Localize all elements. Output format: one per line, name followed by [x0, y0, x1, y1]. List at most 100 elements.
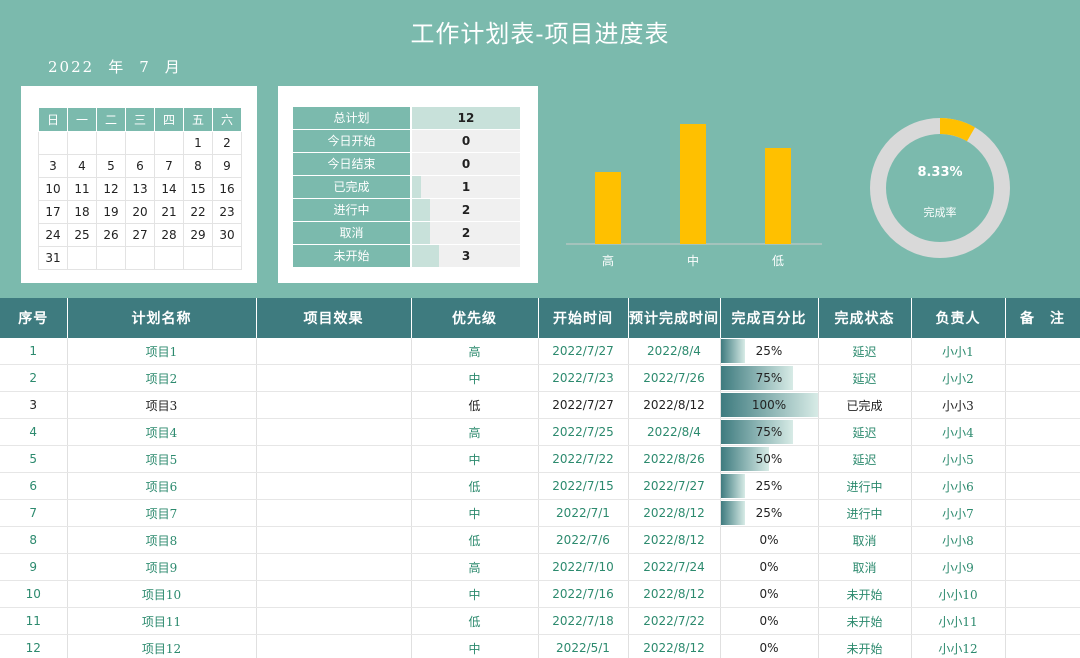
calendar-day[interactable]: 17 — [38, 200, 68, 224]
calendar-day[interactable]: 5 — [96, 154, 126, 178]
calendar-day[interactable]: 25 — [67, 223, 97, 247]
donut-center-value: 8.33% — [917, 165, 962, 180]
cell-end: 2022/8/26 — [628, 445, 721, 474]
bar-mark — [680, 124, 706, 244]
cell-note[interactable] — [1005, 364, 1080, 393]
cell-percent: 0% — [720, 553, 819, 582]
calendar-day[interactable]: 3 — [38, 154, 68, 178]
calendar-day[interactable]: 2 — [212, 131, 242, 155]
cell-owner: 小小5 — [911, 445, 1006, 474]
calendar-day[interactable]: 10 — [38, 177, 68, 201]
table-row[interactable]: 3 项目3 低 2022/7/27 2022/8/12 100% 已完成 小小3 — [0, 391, 1080, 420]
table-row[interactable]: 7 项目7 中 2022/7/1 2022/8/12 25% 进行中 小小7 — [0, 499, 1080, 528]
table-row[interactable]: 2 项目2 中 2022/7/23 2022/7/26 75% 延迟 小小2 — [0, 364, 1080, 393]
cell-note[interactable] — [1005, 499, 1080, 528]
completion-donut-chart: 8.33% 完成率 — [870, 118, 1010, 258]
cell-plan-name: 项目4 — [67, 418, 257, 447]
percent-bar-wrap: 100% — [720, 392, 817, 418]
cell-effect — [256, 472, 412, 501]
table-row[interactable]: 4 项目4 高 2022/7/25 2022/8/4 75% 延迟 小小4 — [0, 418, 1080, 447]
calendar-day[interactable]: 9 — [212, 154, 242, 178]
calendar-day[interactable]: 14 — [154, 177, 184, 201]
cell-priority: 中 — [411, 580, 539, 609]
cell-owner: 小小7 — [911, 499, 1006, 528]
cell-note[interactable] — [1005, 553, 1080, 582]
cell-plan-name: 项目12 — [67, 634, 257, 658]
percent-text: 25% — [755, 479, 783, 494]
percent-bar-wrap: 25% — [720, 473, 818, 499]
calendar-day[interactable]: 30 — [212, 223, 242, 247]
calendar-day[interactable]: 27 — [125, 223, 155, 247]
calendar-day[interactable]: 12 — [96, 177, 126, 201]
cell-note[interactable] — [1005, 607, 1080, 636]
cell-note[interactable] — [1005, 418, 1080, 447]
cell-note[interactable] — [1005, 391, 1080, 420]
percent-text: 0% — [759, 560, 779, 575]
calendar-day[interactable]: 23 — [212, 200, 242, 224]
calendar-day[interactable]: 13 — [125, 177, 155, 201]
calendar-day — [125, 131, 155, 155]
table-row[interactable]: 10 项目10 中 2022/7/16 2022/8/12 0% 未开始 小小10 — [0, 580, 1080, 609]
cell-end: 2022/8/12 — [628, 499, 721, 528]
calendar-weekday: 一 — [67, 107, 97, 132]
summary-value: 0 — [461, 157, 471, 171]
calendar-day[interactable]: 16 — [212, 177, 242, 201]
table-row[interactable]: 11 项目11 低 2022/7/18 2022/7/22 0% 未开始 小小11 — [0, 607, 1080, 636]
calendar-day[interactable]: 11 — [67, 177, 97, 201]
calendar-day[interactable]: 15 — [183, 177, 213, 201]
bar-category-label: 低 — [772, 254, 784, 268]
calendar-day[interactable]: 21 — [154, 200, 184, 224]
cell-note[interactable] — [1005, 580, 1080, 609]
percent-bar-wrap: 0% — [721, 608, 818, 634]
calendar-day[interactable]: 6 — [125, 154, 155, 178]
cell-note[interactable] — [1005, 526, 1080, 555]
calendar-day[interactable]: 8 — [183, 154, 213, 178]
calendar-day[interactable]: 29 — [183, 223, 213, 247]
cell-note[interactable] — [1005, 338, 1080, 366]
column-header[interactable]: 开始时间 — [538, 298, 629, 338]
cell-status: 取消 — [818, 526, 912, 555]
calendar-day[interactable]: 1 — [183, 131, 213, 155]
table-row[interactable]: 5 项目5 中 2022/7/22 2022/8/26 50% 延迟 小小5 — [0, 445, 1080, 474]
cell-end: 2022/7/27 — [628, 472, 721, 501]
calendar-day[interactable]: 7 — [154, 154, 184, 178]
cell-start: 2022/7/27 — [538, 338, 629, 366]
summary-value: 1 — [461, 180, 471, 194]
cell-start: 2022/7/22 — [538, 445, 629, 474]
cell-no: 1 — [0, 338, 68, 366]
calendar-day[interactable]: 28 — [154, 223, 184, 247]
calendar-day[interactable]: 24 — [38, 223, 68, 247]
cell-start: 2022/7/1 — [538, 499, 629, 528]
calendar-day[interactable]: 22 — [183, 200, 213, 224]
cell-note[interactable] — [1005, 634, 1080, 658]
month-unit: 月 — [164, 58, 182, 76]
cell-priority: 低 — [411, 472, 539, 501]
calendar-day[interactable]: 18 — [67, 200, 97, 224]
table-row[interactable]: 6 项目6 低 2022/7/15 2022/7/27 25% 进行中 小小6 — [0, 472, 1080, 501]
column-header[interactable]: 完成百分比 — [720, 298, 819, 338]
table-row[interactable]: 8 项目8 低 2022/7/6 2022/8/12 0% 取消 小小8 — [0, 526, 1080, 555]
cell-no: 10 — [0, 580, 68, 609]
cell-note[interactable] — [1005, 472, 1080, 501]
column-header[interactable]: 备 注 — [1005, 298, 1080, 338]
cell-note[interactable] — [1005, 445, 1080, 474]
calendar-day[interactable]: 4 — [67, 154, 97, 178]
project-table: 序号 计划名称 项目效果 优先级 开始时间 预计完成时间 完成百分比 完成状态 负责人备 注 1… — [0, 298, 1080, 658]
calendar-weekday: 五 — [183, 107, 213, 132]
calendar-day[interactable]: 20 — [125, 200, 155, 224]
calendar-day[interactable]: 19 — [96, 200, 126, 224]
column-header[interactable]: 完成状态 — [818, 298, 912, 338]
calendar-day[interactable]: 26 — [96, 223, 126, 247]
column-header[interactable]: 预计完成时间 — [628, 298, 721, 338]
column-header[interactable]: 负责人 — [911, 298, 1006, 338]
table-row[interactable]: 12 项目12 中 2022/5/1 2022/8/12 0% 未开始 小小12 — [0, 634, 1080, 658]
summary-row: 未开始 3 — [293, 245, 520, 267]
table-row[interactable]: 1 项目1 高 2022/7/27 2022/8/4 25% 延迟 小小1 — [0, 338, 1080, 366]
column-header[interactable]: 序号 — [0, 298, 68, 338]
cell-effect — [256, 634, 412, 658]
column-header[interactable]: 优先级 — [411, 298, 539, 338]
calendar-day[interactable]: 31 — [38, 246, 68, 270]
column-header[interactable]: 项目效果 — [256, 298, 412, 338]
table-row[interactable]: 9 项目9 高 2022/7/10 2022/7/24 0% 取消 小小9 — [0, 553, 1080, 582]
column-header[interactable]: 计划名称 — [67, 298, 257, 338]
